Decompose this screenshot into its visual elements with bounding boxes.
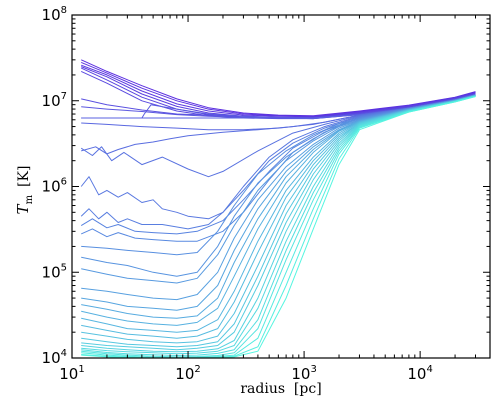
y-tick-label-2: 105 <box>42 262 67 281</box>
series-layer <box>80 59 476 358</box>
x-tick-label-2: 102 <box>175 364 200 383</box>
series-line-32 <box>81 95 476 356</box>
y-tick-label-4: 107 <box>42 91 67 110</box>
series-line-34 <box>81 95 476 358</box>
series-line-36 <box>81 96 476 358</box>
y-tick-label-3: 106 <box>42 177 67 196</box>
series-line-33 <box>81 95 476 358</box>
y-tick-labels: 104 105 106 107 108 <box>42 5 67 367</box>
series-line-14 <box>80 94 476 220</box>
x-tick-label-1: 101 <box>59 364 84 383</box>
x-tick-label-3: 103 <box>291 364 316 383</box>
x-tick-labels: 101 102 103 104 <box>59 364 433 383</box>
x-tick-label-4: 104 <box>407 364 432 383</box>
series-line-30 <box>81 95 476 353</box>
series-line-15 <box>80 94 476 230</box>
series-line-7 <box>81 93 476 119</box>
plot-frame <box>71 14 491 359</box>
series-line-18 <box>81 94 476 256</box>
x-axis-label: radius [pc] <box>240 381 321 397</box>
y-axis-label-symbol: T <box>14 203 32 214</box>
y-axis-label: Tm [K] <box>14 166 35 215</box>
series-line-23 <box>81 95 476 319</box>
series-line-17 <box>80 94 476 242</box>
y-tick-label-1: 104 <box>42 348 67 367</box>
series-line-27 <box>81 95 476 344</box>
series-line-35 <box>81 96 476 358</box>
y-axis-label-unit: [K] <box>16 166 32 187</box>
y-tick-label-5: 108 <box>42 5 67 24</box>
y-axis-label-subscript: m <box>24 194 35 204</box>
